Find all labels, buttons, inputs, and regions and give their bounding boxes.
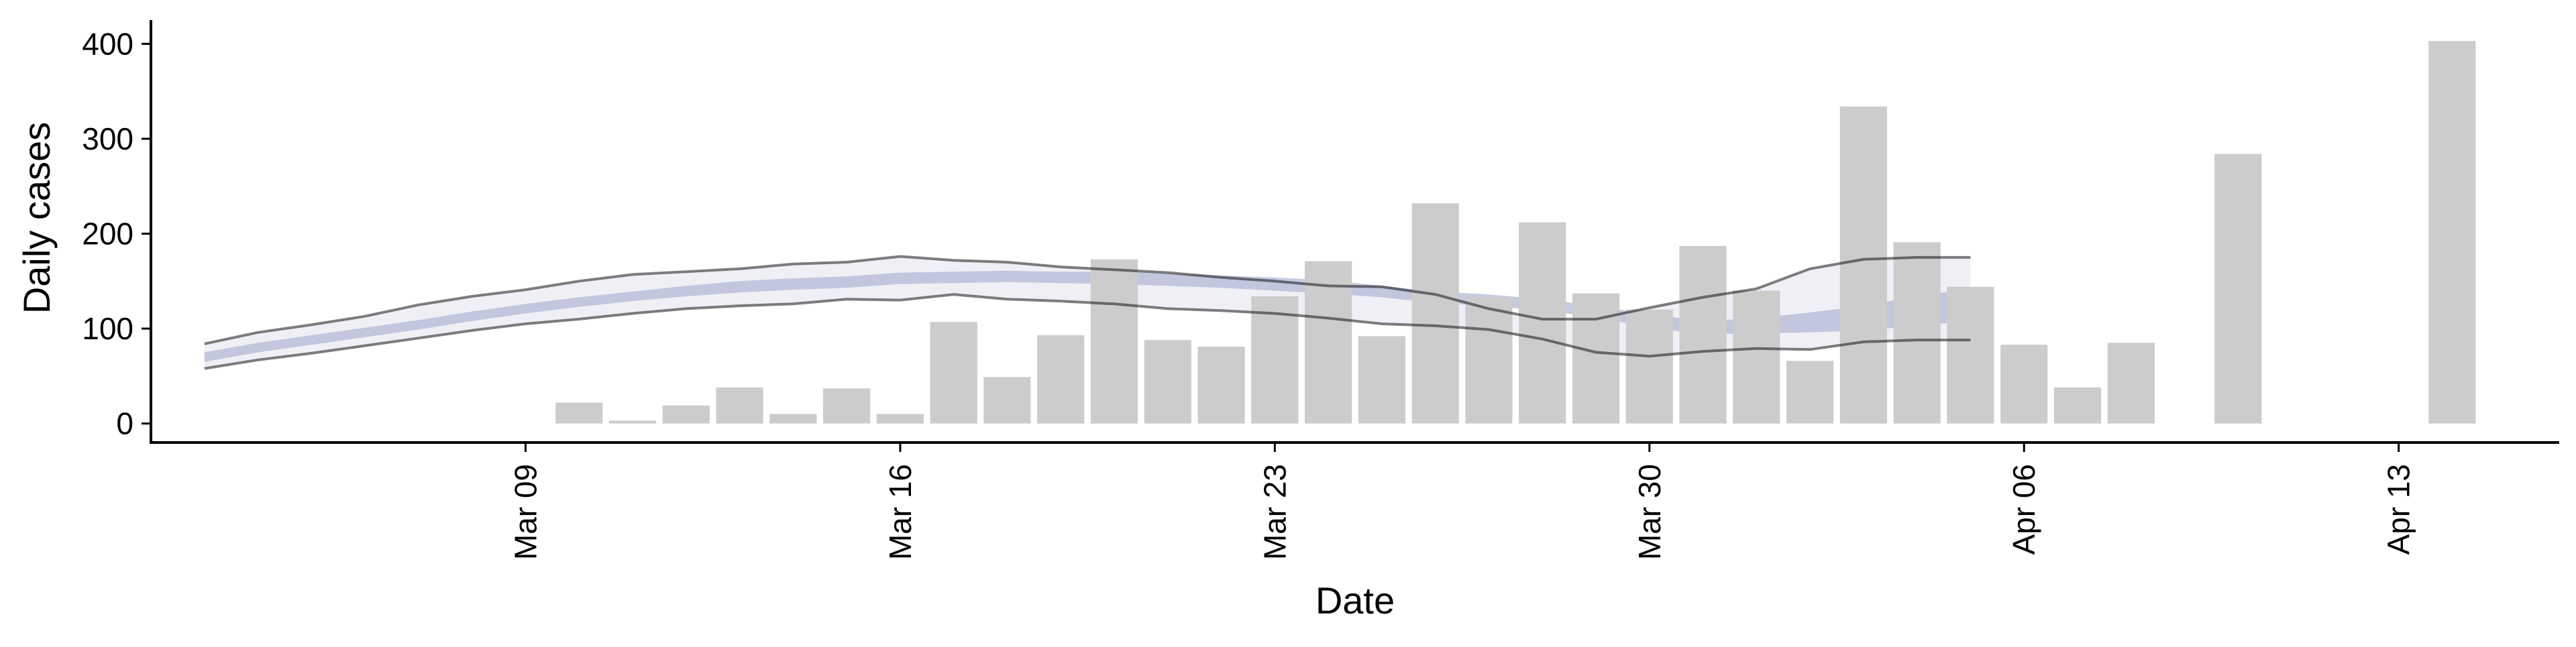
bar bbox=[1465, 297, 1513, 424]
bar bbox=[2053, 387, 2102, 424]
x-tick-label: Mar 30 bbox=[1632, 464, 1667, 560]
bar bbox=[1572, 293, 1620, 424]
bar bbox=[1679, 245, 1727, 424]
bar bbox=[1305, 261, 1352, 424]
bar bbox=[608, 420, 657, 424]
outer-interval-ribbon bbox=[204, 256, 1971, 369]
bar bbox=[716, 387, 763, 424]
y-tick-label: 300 bbox=[82, 121, 133, 156]
bar bbox=[2428, 41, 2476, 424]
bar bbox=[1090, 259, 1138, 424]
axes bbox=[150, 20, 2559, 444]
x-ticks: Mar 09 Mar 16 Mar 23 Mar 30 Apr 06 Apr 13 bbox=[508, 443, 2416, 560]
y-tick-label: 200 bbox=[82, 217, 133, 251]
x-axis-title: Date bbox=[1316, 579, 1395, 622]
bar bbox=[769, 414, 817, 424]
bar bbox=[1947, 286, 1994, 424]
bar bbox=[1893, 242, 1941, 424]
x-tick-label: Mar 09 bbox=[508, 464, 543, 560]
bar bbox=[1625, 309, 1673, 424]
inner-interval-ribbon bbox=[204, 270, 1971, 362]
bar bbox=[1733, 290, 1780, 424]
bar bbox=[1197, 347, 1245, 424]
y-tick-label: 0 bbox=[116, 406, 133, 441]
bars bbox=[555, 41, 2476, 424]
bar bbox=[2214, 154, 2262, 424]
estimate-ribbons bbox=[204, 256, 1971, 369]
bar bbox=[1519, 222, 1566, 424]
bar bbox=[662, 405, 710, 424]
bar bbox=[1839, 106, 1887, 424]
estimate-bound-lines bbox=[204, 255, 1971, 370]
y-tick-label: 400 bbox=[82, 26, 133, 61]
bar bbox=[983, 377, 1031, 424]
bar bbox=[1037, 335, 1085, 424]
y-tick-label: 100 bbox=[82, 311, 133, 346]
bar bbox=[2000, 345, 2048, 424]
bar bbox=[1786, 361, 1834, 424]
bar bbox=[2107, 343, 2155, 424]
bar bbox=[876, 414, 924, 424]
x-tick-label: Apr 13 bbox=[2381, 464, 2416, 555]
x-tick-label: Mar 23 bbox=[1257, 464, 1292, 560]
bar bbox=[555, 402, 603, 424]
bar bbox=[1358, 336, 1405, 424]
x-tick-label: Mar 16 bbox=[883, 464, 918, 560]
bar bbox=[823, 388, 871, 424]
bar bbox=[1411, 203, 1459, 424]
bar bbox=[1251, 296, 1299, 424]
bar bbox=[930, 322, 977, 424]
x-tick-label: Apr 06 bbox=[2006, 464, 2041, 555]
bar bbox=[1144, 340, 1191, 424]
y-axis-title: Daily cases bbox=[15, 122, 58, 314]
upper-bound-line bbox=[204, 255, 1971, 345]
y-ticks: 0 100 200 300 400 bbox=[82, 26, 151, 441]
lower-bound-line bbox=[204, 293, 1971, 370]
